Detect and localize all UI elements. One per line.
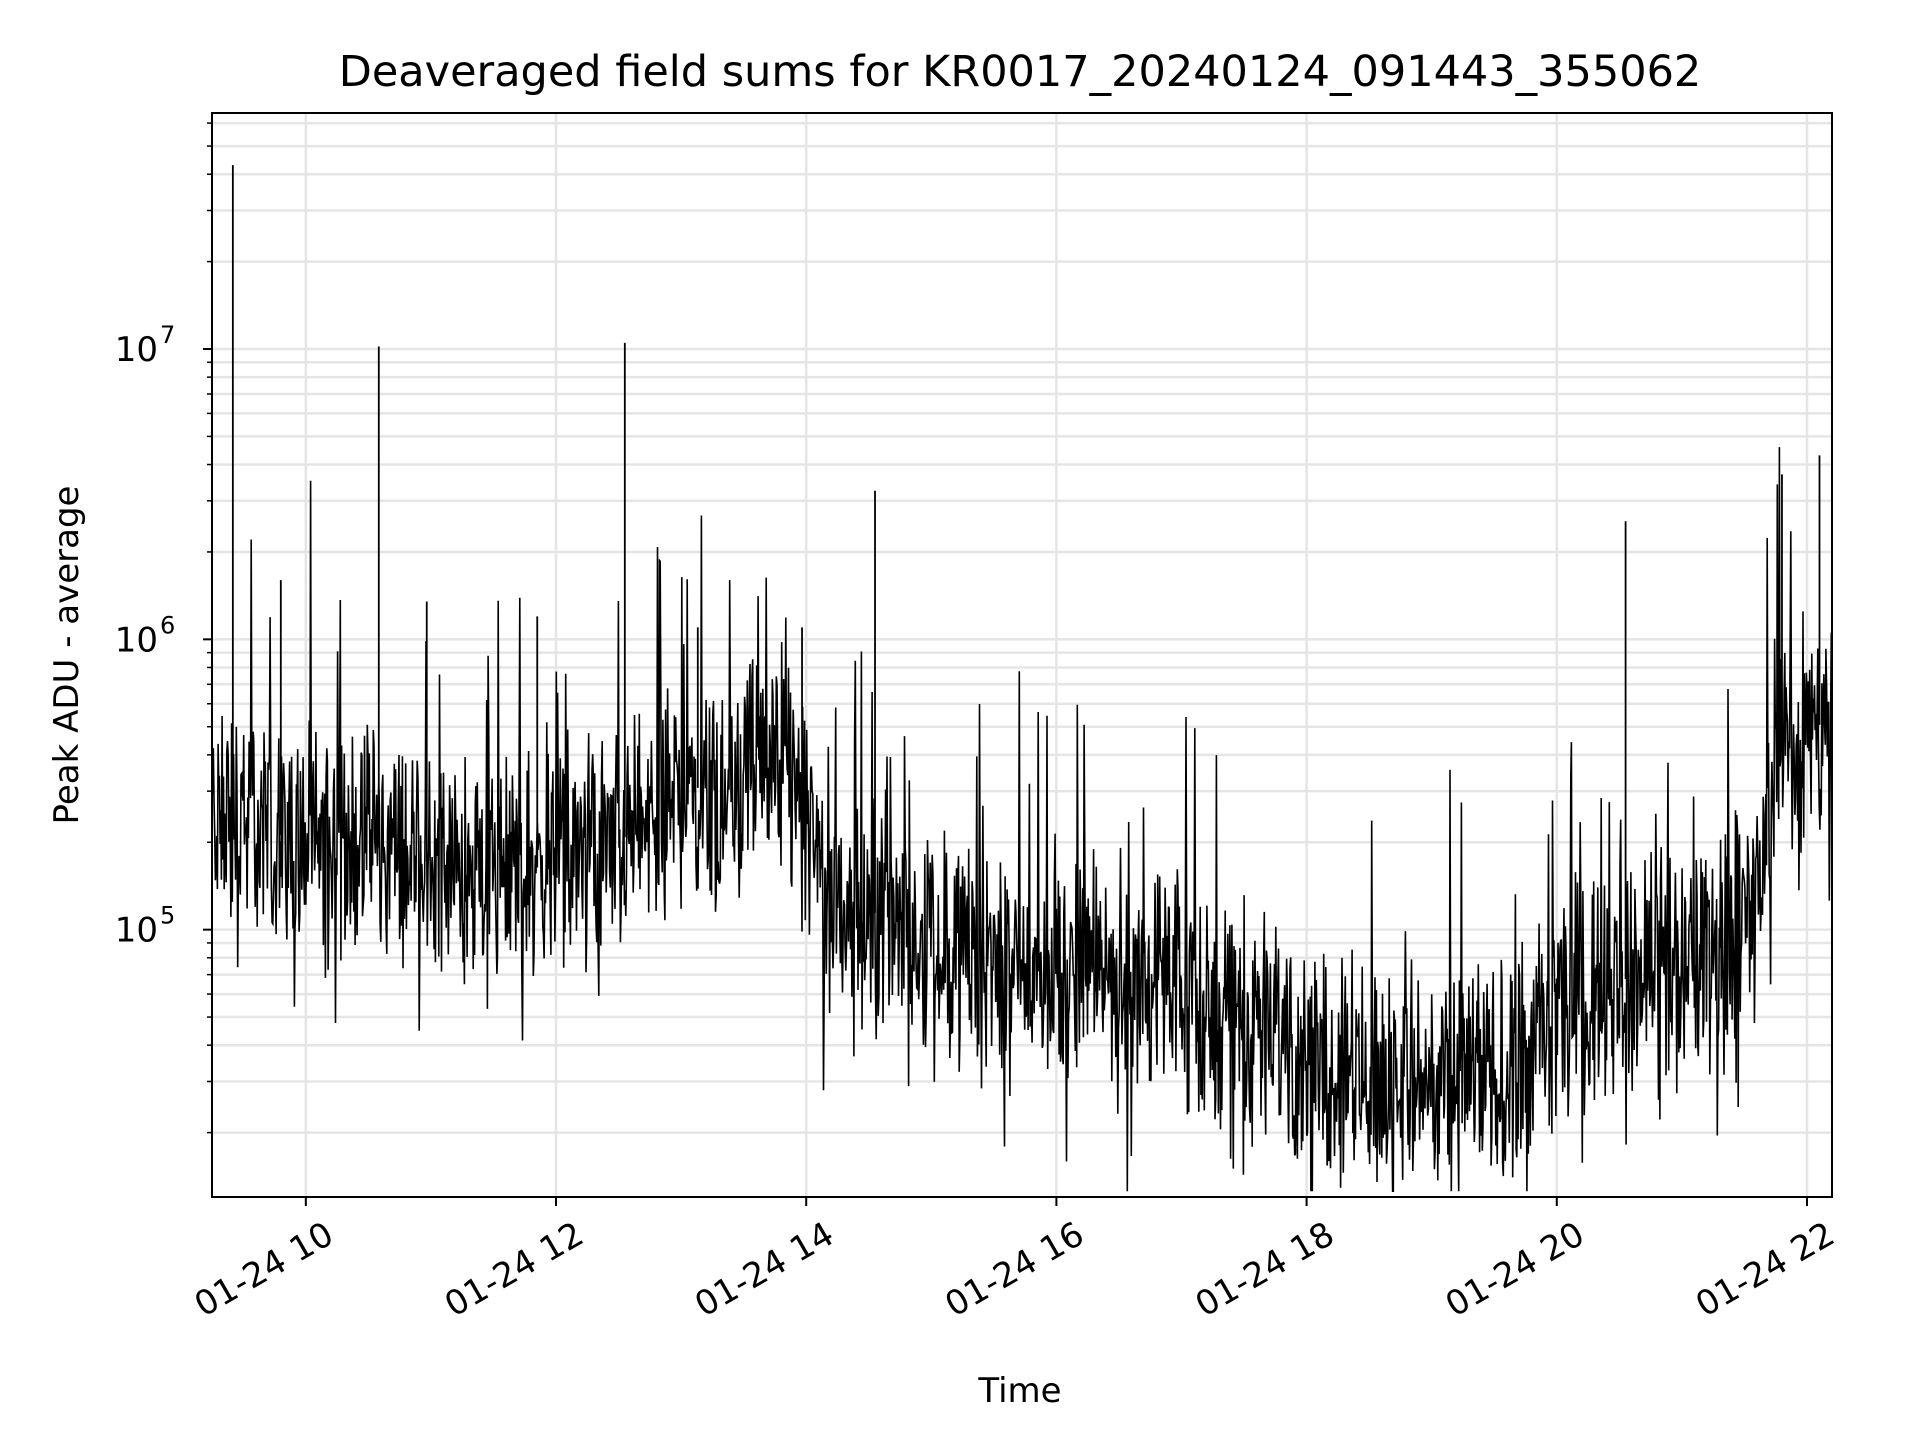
y-axis-title: Peak ADU - average bbox=[47, 486, 87, 825]
y-tick-label: 10 bbox=[115, 330, 158, 370]
y-tick-label: 10 bbox=[115, 911, 158, 951]
x-axis-title: Time bbox=[977, 1371, 1061, 1411]
y-tick-exponent: 6 bbox=[160, 611, 175, 639]
data-layer bbox=[211, 165, 1833, 1192]
y-tick-exponent: 7 bbox=[160, 321, 175, 349]
y-tick-label: 10 bbox=[115, 620, 158, 660]
y-tick-exponent: 5 bbox=[160, 902, 175, 930]
series-line bbox=[211, 447, 1833, 1192]
chart-title: Deaveraged field sums for KR0017_2024012… bbox=[339, 47, 1702, 97]
plot-frame bbox=[211, 112, 1833, 1198]
